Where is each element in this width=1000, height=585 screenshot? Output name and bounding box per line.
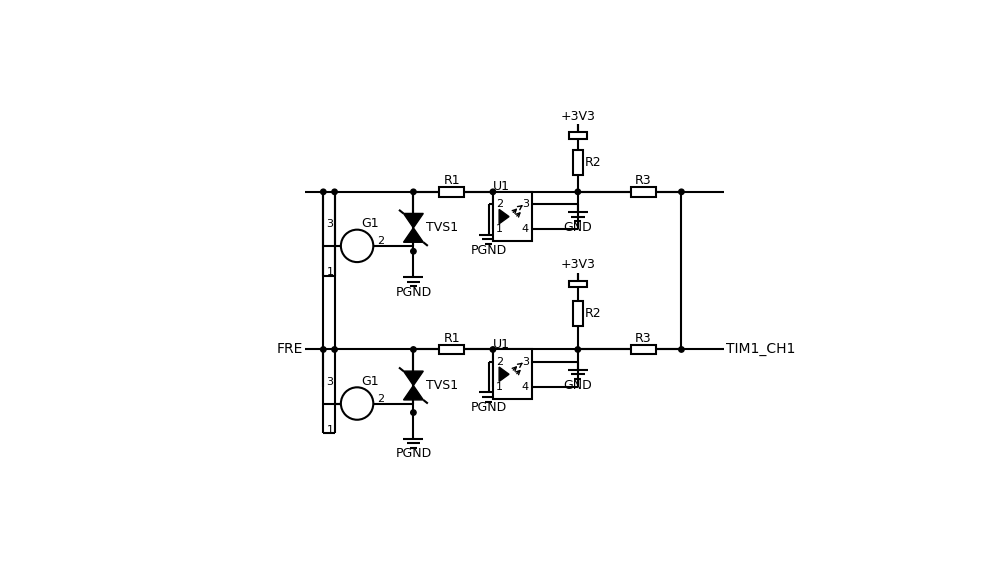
Polygon shape (403, 214, 423, 228)
Text: FRE: FRE (277, 342, 303, 356)
Text: 2: 2 (496, 199, 503, 209)
Text: TVS1: TVS1 (426, 221, 458, 235)
Text: R2: R2 (585, 307, 601, 320)
Text: TVS1: TVS1 (426, 379, 458, 392)
Bar (569, 132, 587, 139)
Text: PGND: PGND (395, 448, 432, 460)
Polygon shape (499, 367, 509, 381)
Text: TIM1_CH1: TIM1_CH1 (726, 342, 796, 356)
Circle shape (490, 189, 496, 195)
Text: 2: 2 (496, 357, 503, 367)
Text: 2: 2 (377, 236, 384, 246)
Bar (631, 187, 656, 197)
Polygon shape (499, 209, 509, 224)
Circle shape (679, 189, 684, 195)
Text: 1: 1 (326, 267, 333, 277)
Text: U1: U1 (493, 338, 510, 350)
Circle shape (341, 387, 373, 420)
Text: PGND: PGND (395, 286, 432, 299)
Bar (573, 301, 583, 326)
Circle shape (411, 410, 416, 415)
Circle shape (575, 347, 581, 352)
Text: 3: 3 (326, 377, 333, 387)
Text: G1: G1 (362, 374, 379, 387)
Circle shape (411, 189, 416, 195)
Text: 2: 2 (377, 394, 384, 404)
Circle shape (411, 347, 416, 352)
Circle shape (321, 189, 326, 195)
Polygon shape (403, 371, 423, 386)
Text: GND: GND (563, 379, 592, 392)
Bar (439, 187, 464, 197)
Bar (493, 192, 532, 242)
Bar (631, 345, 656, 355)
Circle shape (321, 347, 326, 352)
Text: R2: R2 (585, 156, 601, 169)
Bar (569, 281, 587, 287)
Circle shape (411, 249, 416, 254)
Text: U1: U1 (493, 180, 510, 193)
Text: G1: G1 (362, 217, 379, 230)
Circle shape (341, 230, 373, 262)
Text: 4: 4 (522, 224, 529, 234)
Text: 3: 3 (326, 219, 333, 229)
Text: PGND: PGND (471, 244, 507, 257)
Circle shape (679, 347, 684, 352)
Text: 3: 3 (522, 357, 529, 367)
Text: R1: R1 (443, 332, 460, 345)
Text: PGND: PGND (471, 401, 507, 414)
Text: 3: 3 (522, 199, 529, 209)
Polygon shape (403, 228, 423, 242)
Circle shape (575, 189, 581, 195)
Text: R3: R3 (635, 174, 651, 187)
Text: +3V3: +3V3 (560, 259, 595, 271)
Text: GND: GND (563, 221, 592, 234)
Bar (573, 150, 583, 175)
Bar (493, 349, 532, 399)
Text: 1: 1 (496, 381, 503, 391)
Text: R1: R1 (443, 174, 460, 187)
Text: +3V3: +3V3 (560, 109, 595, 123)
Text: 4: 4 (522, 381, 529, 391)
Text: 1: 1 (496, 224, 503, 234)
Circle shape (332, 347, 337, 352)
Polygon shape (403, 386, 423, 400)
Text: 1: 1 (326, 425, 333, 435)
Text: R3: R3 (635, 332, 651, 345)
Circle shape (490, 347, 496, 352)
Circle shape (332, 189, 337, 195)
Bar (439, 345, 464, 355)
